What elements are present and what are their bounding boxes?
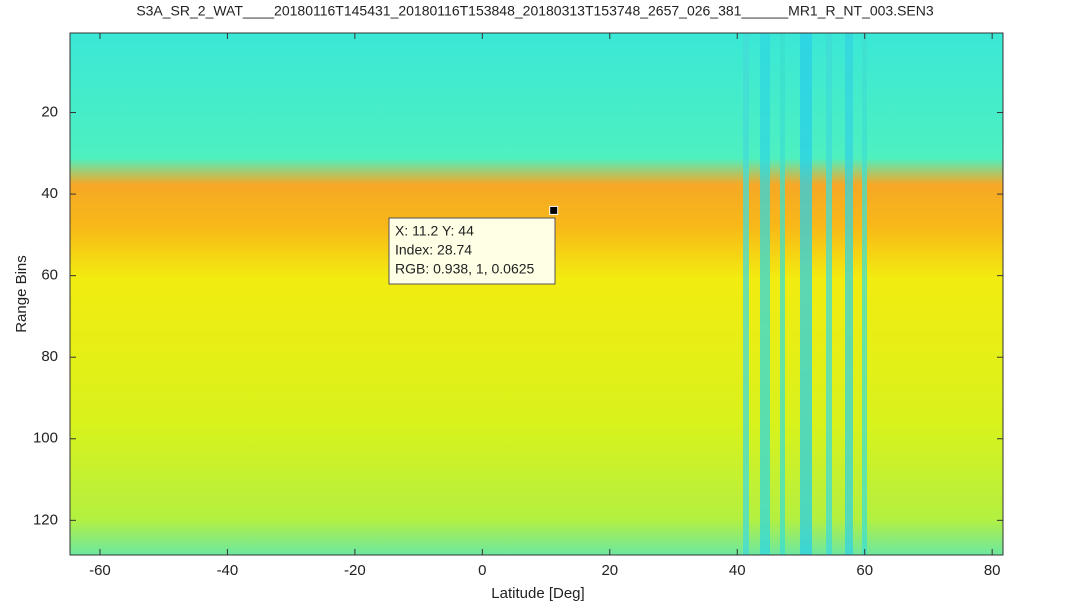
x-tick-label: 40 [729,562,746,579]
x-tick-label: 80 [984,562,1001,579]
plot-frame [69,32,1004,556]
chart-title: S3A_SR_2_WAT____20180116T145431_20180116… [136,3,934,19]
x-axis-label: Latitude [Deg] [491,585,584,602]
datatip-text: Index: 28.74 [395,242,472,258]
x-tick-label: 60 [856,562,873,579]
x-tick-label: -60 [89,562,111,579]
datatip[interactable]: X: 11.2 Y: 44 Index: 28.74 RGB: 0.938, 1, … [388,205,559,285]
image-texture [743,33,867,555]
y-axis-label: Range Bins [13,255,30,333]
y-tick-label: 40 [41,185,58,202]
x-tick-label: 0 [478,562,486,579]
y-tick-label: 20 [41,103,58,120]
x-tick-label: -20 [344,562,366,579]
y-tick-label: 80 [41,348,58,365]
y-tick-label: 100 [33,430,58,447]
x-tick-label: 20 [601,562,618,579]
y-tick-label: 120 [33,511,58,528]
datatip-box [388,217,556,285]
datatip-text: X: 11.2 Y: 44 [395,223,474,239]
datatip-text: RGB: 0.938, 1, 0.0625 [395,261,535,277]
datatip-marker [549,205,559,215]
x-tick-label: -40 [217,562,239,579]
y-tick-label: 60 [41,267,58,284]
